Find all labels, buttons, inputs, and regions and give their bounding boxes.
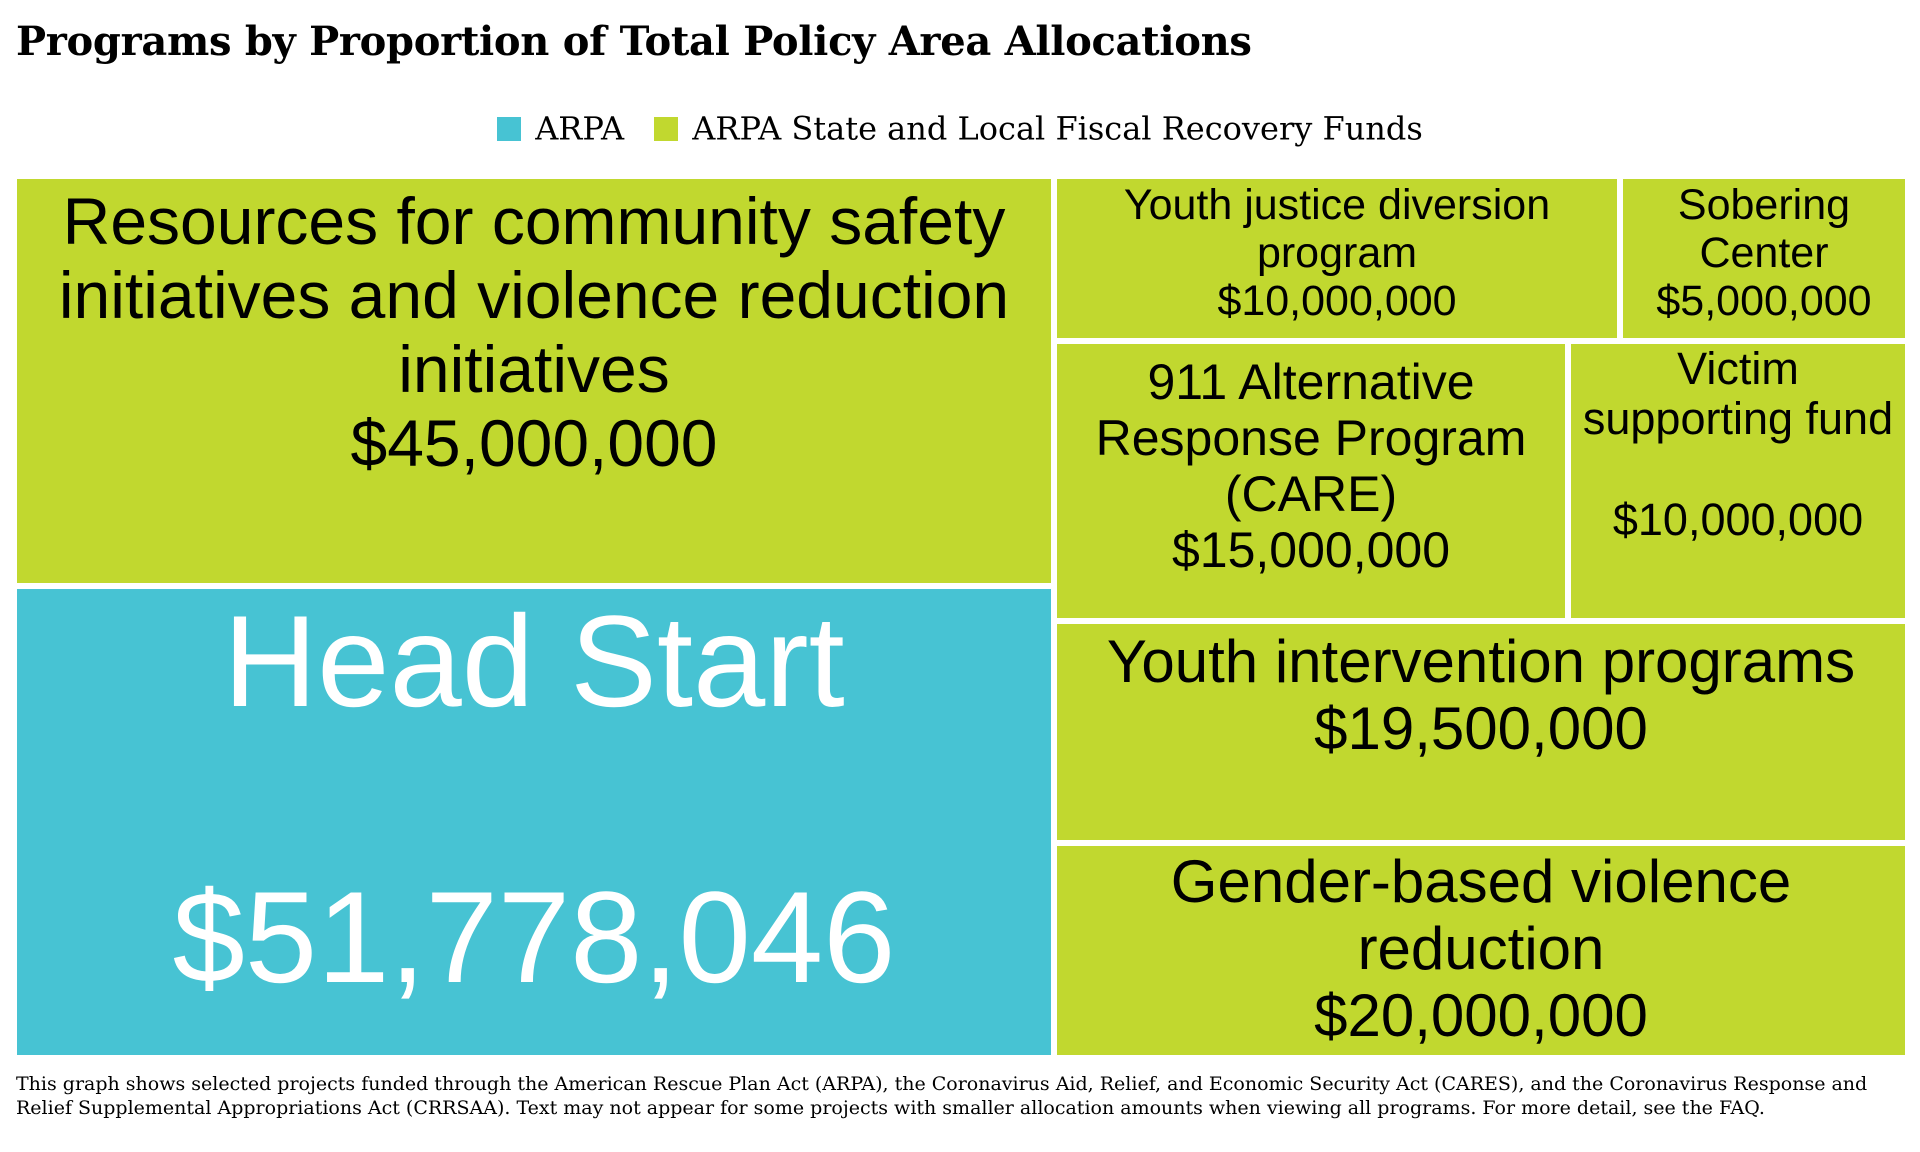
tile-label: Gender-based violence reduction: [1170, 848, 1792, 983]
tile-value: $20,000,000: [1314, 982, 1648, 1050]
tile-value: $51,778,046: [172, 863, 896, 1010]
tile-victim-supporting-fund[interactable]: Victim supporting fund $10,000,000: [1568, 341, 1908, 621]
tile-label: Youth justice diversion program: [1123, 181, 1551, 278]
tile-911-care[interactable]: 911 Alternative Response Program (CARE) …: [1054, 341, 1568, 621]
tile-label: Head Start: [223, 588, 845, 734]
tile-value: $19,500,000: [1314, 695, 1648, 763]
footnote: This graph shows selected projects funde…: [16, 1073, 1868, 1119]
tile-sobering-center[interactable]: Sobering Center $5,000,000: [1620, 176, 1908, 341]
tile-label: Sobering Center: [1677, 181, 1851, 278]
chart-title: Programs by Proportion of Total Policy A…: [16, 18, 1252, 65]
tile-value: $10,000,000: [1612, 493, 1864, 545]
tile-value: $45,000,000: [350, 405, 718, 480]
tile-label: Victim supporting fund: [1582, 343, 1894, 445]
tile-value: $5,000,000: [1656, 277, 1872, 326]
legend-item-slfrf[interactable]: ARPA State and Local Fiscal Recovery Fun…: [654, 107, 1423, 148]
tile-value: $10,000,000: [1217, 277, 1457, 326]
tile-community-safety[interactable]: Resources for community safety initiativ…: [14, 176, 1054, 586]
legend-swatch-slfrf: [654, 116, 679, 141]
tile-head-start[interactable]: Head Start $51,778,046: [14, 586, 1054, 1058]
tile-label: 911 Alternative Response Program (CARE): [1095, 354, 1527, 522]
tile-label: Resources for community safety initiativ…: [58, 184, 1010, 406]
legend: ARPA ARPA State and Local Fiscal Recover…: [0, 106, 1920, 148]
legend-label-slfrf: ARPA State and Local Fiscal Recovery Fun…: [692, 109, 1423, 148]
tile-youth-intervention[interactable]: Youth intervention programs $19,500,000: [1054, 621, 1908, 843]
legend-label-arpa: ARPA: [535, 109, 625, 148]
legend-swatch-arpa: [497, 116, 522, 141]
legend-item-arpa[interactable]: ARPA: [497, 107, 624, 148]
tile-value: $15,000,000: [1171, 522, 1451, 578]
treemap: Resources for community safety initiativ…: [14, 176, 1908, 1058]
tile-gender-based-violence[interactable]: Gender-based violence reduction $20,000,…: [1054, 843, 1908, 1058]
tile-label: Youth intervention programs: [1106, 628, 1856, 695]
tile-youth-justice-diversion[interactable]: Youth justice diversion program $10,000,…: [1054, 176, 1620, 341]
